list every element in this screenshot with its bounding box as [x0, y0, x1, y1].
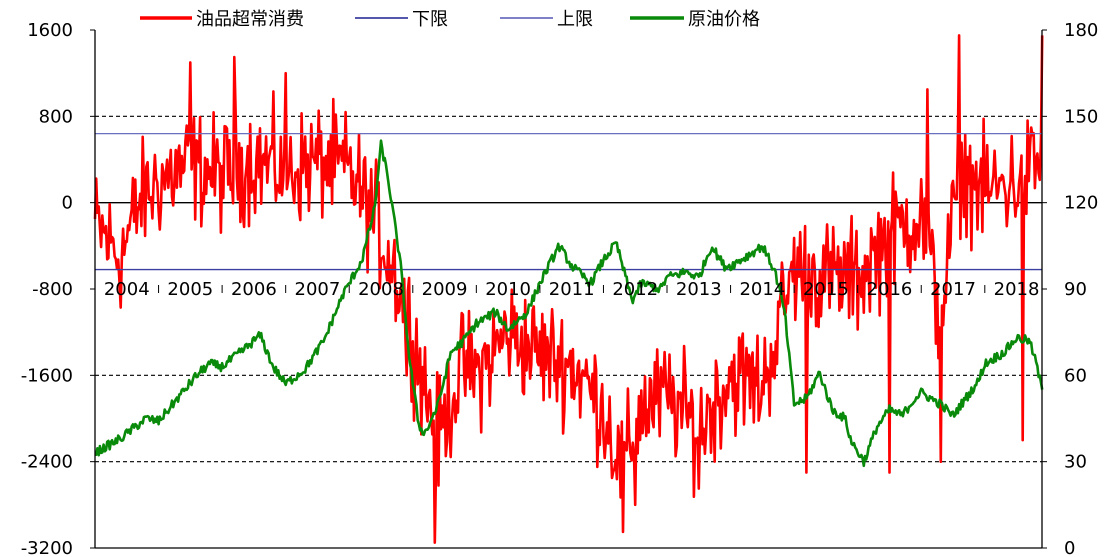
left-tick-label: 1600 — [27, 20, 73, 41]
left-tick-label: 0 — [62, 193, 73, 214]
x-tick-label: 2012 — [612, 279, 658, 300]
x-tick-label: 2007 — [295, 279, 341, 300]
x-tick-label: 2005 — [167, 279, 213, 300]
left-tick-label: -3200 — [21, 538, 73, 557]
legend-excess-consumption-label: 油品超常消费 — [196, 9, 304, 30]
x-tick-label: 2011 — [549, 279, 595, 300]
right-tick-label: 120 — [1064, 193, 1098, 214]
ticks: -3200 -2400 -1600 -800 0 800 1600 0 30 60 90 120 150… — [21, 20, 1099, 557]
legend: 油品超常消费 下限 上限 原油价格 — [140, 9, 760, 30]
x-tick-label: 2008 — [358, 279, 404, 300]
left-tick-label: -800 — [32, 279, 73, 300]
x-tick-label: 2004 — [104, 279, 150, 300]
series-crude-oil-price — [94, 139, 1044, 468]
x-tick-label: 2014 — [739, 279, 785, 300]
right-tick-label: 30 — [1064, 452, 1087, 473]
x-tick-label: 2009 — [422, 279, 468, 300]
right-tick-label: 90 — [1064, 279, 1087, 300]
right-tick-label: 180 — [1064, 20, 1098, 41]
left-tick-label: -1600 — [21, 365, 73, 386]
right-tick-label: 0 — [1064, 538, 1075, 557]
x-tick-label: 2015 — [803, 279, 849, 300]
left-tick-label: -2400 — [21, 452, 73, 473]
right-tick-label: 60 — [1064, 365, 1087, 386]
x-tick-label: 2018 — [994, 279, 1040, 300]
series-excess-oil-consumption — [93, 34, 1044, 544]
left-tick-label: 800 — [39, 106, 73, 127]
x-tick-label: 2013 — [676, 279, 722, 300]
x-tick-label: 2017 — [930, 279, 976, 300]
legend-crude-price-label: 原油价格 — [688, 9, 760, 30]
legend-lower-limit-label: 下限 — [412, 9, 448, 30]
x-tick-label: 2010 — [485, 279, 531, 300]
grid — [95, 115, 1042, 463]
series-layer — [93, 34, 1044, 544]
x-tick-label: 2016 — [867, 279, 913, 300]
x-tick-label: 2006 — [231, 279, 277, 300]
legend-upper-limit-label: 上限 — [557, 9, 593, 30]
right-tick-label: 150 — [1064, 106, 1098, 127]
